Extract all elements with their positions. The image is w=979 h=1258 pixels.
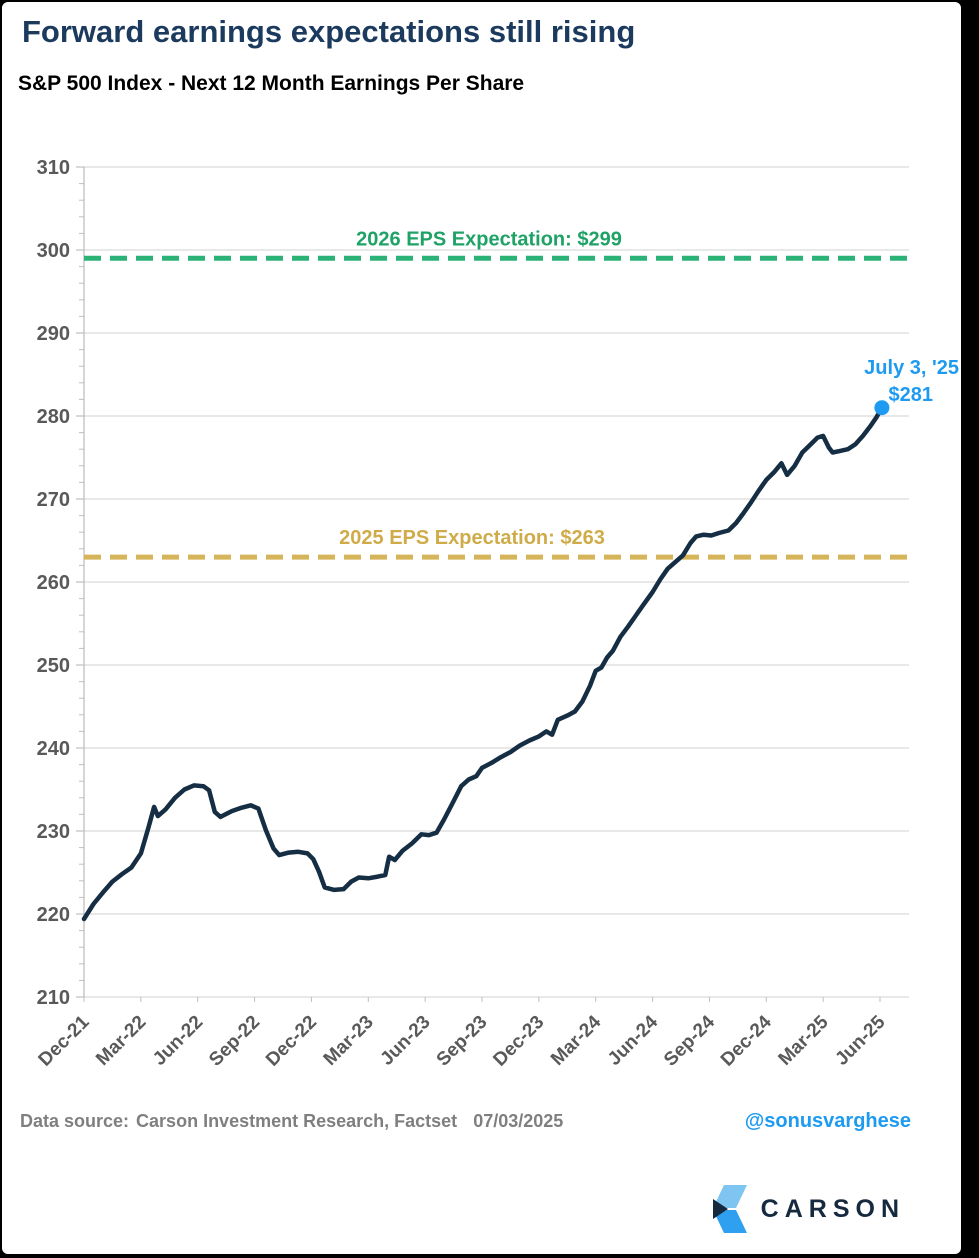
eps-chart: 210 220 230 240 250 260 270 280 290 300 310 Dec-21 M…	[2, 132, 965, 1122]
eps-chart-svg: 210220230240250260270280290300310Dec-21M…	[35, 157, 959, 1071]
y-axis-label: 270	[37, 489, 70, 511]
data-source-label: Data source:	[20, 1111, 130, 1131]
x-axis-label: Jun-22	[149, 1012, 207, 1070]
footer: Data source: Carson Investment Research, …	[20, 1110, 911, 1133]
x-axis-label: Mar-25	[775, 1011, 833, 1069]
x-axis-label: Jun-23	[377, 1012, 435, 1070]
x-axis-label: Mar-22	[92, 1012, 150, 1070]
x-axis-label: Jun-25	[831, 1011, 889, 1069]
y-axis-label: 260	[37, 572, 70, 594]
data-source-value: Carson Investment Research, Factset	[136, 1111, 458, 1131]
carson-logo-text: CARSON	[760, 1194, 905, 1223]
reference-line-label: 2026 EPS Expectation: $299	[356, 228, 622, 250]
x-axis-label: Dec-24	[717, 1011, 776, 1070]
y-axis-label: 220	[37, 904, 70, 926]
y-axis-label: 240	[37, 738, 70, 760]
y-axis-label: 290	[37, 323, 70, 345]
latest-point-value-label: $281	[889, 384, 934, 406]
x-axis-label: Jun-24	[604, 1011, 662, 1069]
latest-point-date-label: July 3, '25	[864, 357, 959, 379]
social-handle: @sonusvarghese	[744, 1110, 911, 1132]
x-axis-label: Sep-24	[660, 1011, 719, 1070]
y-axis-label: 250	[37, 655, 70, 677]
x-axis-label: Mar-24	[547, 1011, 605, 1069]
y-axis-label: 230	[37, 821, 70, 843]
y-axis-label: 280	[37, 406, 70, 428]
y-axis-label: 300	[37, 240, 70, 262]
y-axis-label: 310	[37, 157, 70, 179]
page-title: Forward earnings expectations still risi…	[22, 14, 636, 49]
eps-series-line	[81, 405, 885, 922]
data-source: Data source: Carson Investment Research, …	[20, 1111, 563, 1132]
latest-point-marker	[874, 400, 890, 416]
chart-subtitle: S&P 500 Index - Next 12 Month Earnings P…	[18, 72, 525, 95]
x-axis-label: Dec-22	[262, 1012, 321, 1071]
y-axis-label: 210	[37, 987, 70, 1009]
x-axis-label: Dec-23	[489, 1012, 548, 1071]
x-axis-label: Sep-22	[205, 1012, 264, 1071]
carson-logo-icon	[712, 1185, 747, 1233]
x-axis-label: Dec-21	[35, 1011, 94, 1070]
carson-logo: CARSON	[712, 1185, 905, 1233]
x-axis-label: Sep-23	[433, 1012, 492, 1071]
data-source-date: 07/03/2025	[473, 1111, 564, 1131]
x-axis-label: Mar-23	[320, 1012, 378, 1070]
reference-line-label: 2025 EPS Expectation: $263	[339, 527, 605, 549]
